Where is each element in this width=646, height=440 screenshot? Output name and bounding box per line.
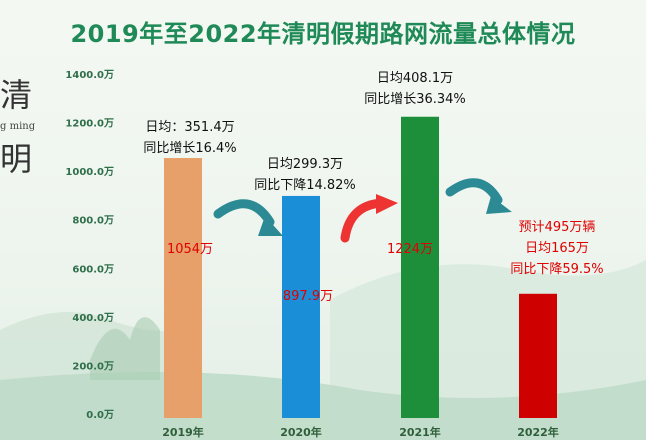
bars — [164, 116, 557, 418]
annotation-text: 日均299.3万 — [267, 157, 343, 172]
trend-arrow-head — [376, 194, 398, 214]
x-tick-label: 2022年 — [517, 425, 559, 439]
annotation-text: 预计495万辆 — [519, 220, 596, 235]
landscape-background — [0, 260, 646, 440]
bar-2022年 — [519, 293, 557, 418]
trend-arrow-head — [258, 216, 283, 236]
data-label: 1224万 — [387, 242, 433, 257]
annotation-text: 同比下降14.82% — [254, 178, 356, 193]
y-tick-label: 800.0万 — [72, 215, 114, 227]
bar-2019年 — [164, 158, 202, 418]
chart-labels: 2019年 2020年 2021年 2022年 1054万 897.9万 1224万 日均：3… — [143, 71, 603, 439]
qingming-decoration: 清 g ming 明 — [0, 70, 60, 180]
annotation-text: 同比下降59.5% — [510, 262, 603, 277]
trend-arrow-body — [445, 178, 503, 205]
annotation-text: 日均408.1万 — [377, 71, 453, 86]
annotation-text: 日均：351.4万 — [145, 120, 234, 135]
annotation-text: 同比增长36.34% — [364, 92, 466, 107]
y-tick-label: 1200.0万 — [65, 118, 114, 130]
data-label: 1054万 — [167, 242, 213, 257]
bar-2020年 — [282, 195, 320, 418]
y-tick-label: 1000.0万 — [65, 166, 114, 178]
y-tick-label: 400.0万 — [72, 312, 114, 324]
data-label: 897.9万 — [283, 289, 333, 304]
background-tree — [90, 317, 160, 380]
x-tick-label: 2019年 — [162, 425, 204, 439]
trend-arrow-head — [486, 196, 512, 214]
y-tick-label: 0.0万 — [86, 409, 114, 421]
trend-arrow-body — [213, 199, 275, 227]
decoration-pinyin: g ming — [0, 121, 36, 132]
y-tick-label: 600.0万 — [72, 263, 114, 275]
decoration-char-ming: 明 — [0, 140, 33, 178]
page-title: 2019年至2022年清明假期路网流量总体情况 — [70, 20, 576, 48]
annotation-text: 同比增长16.4% — [143, 141, 236, 156]
y-axis: 0.0万 200.0万 400.0万 600.0万 800.0万 1000.0万 1200.… — [65, 69, 114, 421]
x-tick-label: 2021年 — [399, 425, 441, 439]
annotation-text: 日均165万 — [525, 241, 589, 256]
x-tick-label: 2020年 — [280, 425, 322, 439]
trend-arrows — [213, 178, 512, 243]
background-hill — [0, 372, 646, 440]
decoration-char-qing: 清 — [0, 76, 33, 114]
y-tick-label: 1400.0万 — [65, 69, 114, 81]
bar-2021年 — [401, 116, 439, 418]
y-tick-label: 200.0万 — [72, 360, 114, 372]
